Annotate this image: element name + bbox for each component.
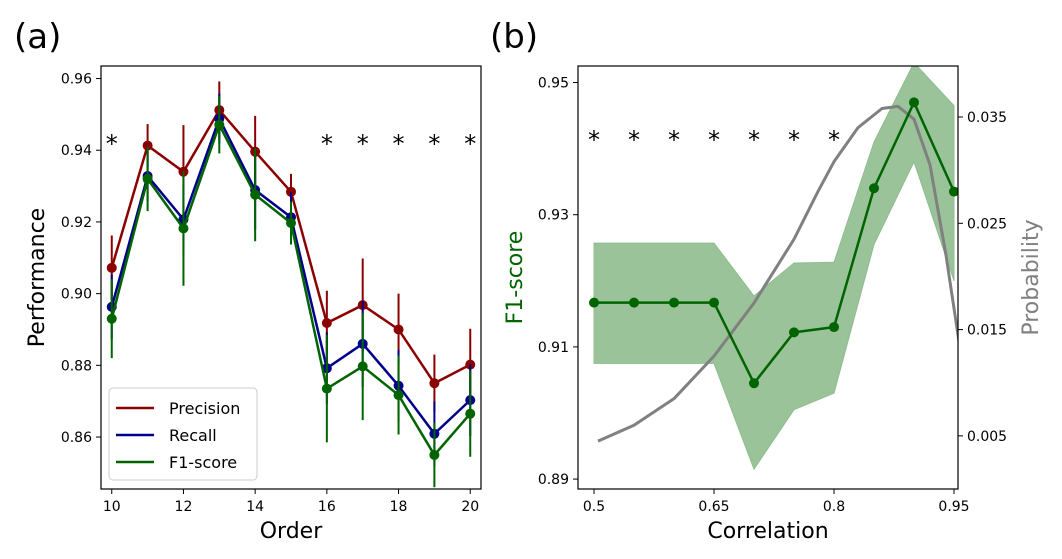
significance-star: * bbox=[708, 126, 720, 154]
legend-box bbox=[108, 387, 258, 481]
significance-star: * bbox=[464, 130, 476, 158]
data-point-precision bbox=[142, 140, 153, 151]
confidence-band-f1 bbox=[593, 66, 955, 471]
significance-star: * bbox=[321, 130, 333, 158]
data-point-f1-score bbox=[465, 408, 476, 419]
y-tick-label: 0.86 bbox=[61, 430, 92, 446]
series-line-probability bbox=[597, 104, 958, 443]
x-tick-label: 10 bbox=[103, 499, 121, 515]
y2-tick-label: 0.025 bbox=[967, 216, 1007, 232]
panel-a-label: (a) bbox=[14, 17, 61, 57]
significance-star: * bbox=[628, 126, 640, 154]
series-line-precision bbox=[110, 107, 471, 385]
data-point-f1-score bbox=[357, 361, 368, 372]
x-tick-label: 0.5 bbox=[583, 499, 605, 515]
significance-star: * bbox=[788, 126, 800, 154]
x-axis-label: Order bbox=[260, 519, 323, 544]
data-point-f1-score bbox=[749, 378, 759, 389]
y2-tick-label: 0.015 bbox=[967, 323, 1007, 339]
data-point-precision bbox=[393, 324, 404, 335]
plot-frame bbox=[100, 65, 482, 490]
panel-a-chart: * * * * * * 10 12 14 16 18 20 0.86 0.88 0.90 0.92 0.94 0.… bbox=[25, 65, 482, 544]
significance-star: * bbox=[748, 126, 760, 154]
x-tick-label: 12 bbox=[175, 499, 193, 515]
y-axis-label: F1-score bbox=[503, 231, 528, 325]
data-point-f1-score bbox=[829, 322, 839, 333]
data-point-f1-score bbox=[709, 297, 719, 308]
legend: Precision Recall F1-score bbox=[108, 387, 258, 481]
series-line-f1-score bbox=[594, 99, 956, 386]
y-tick-label: 0.92 bbox=[61, 215, 92, 231]
data-point-precision bbox=[429, 378, 440, 389]
legend-label-recall: Recall bbox=[169, 426, 217, 445]
data-point-f1-score bbox=[250, 189, 261, 200]
y2-tick-label: 0.005 bbox=[967, 429, 1007, 445]
data-point-f1-score bbox=[178, 223, 189, 234]
y-tick-label: 0.90 bbox=[61, 287, 92, 303]
data-point-precision bbox=[106, 262, 117, 273]
y-tick-label: 0.88 bbox=[61, 358, 92, 374]
x-tick-label: 18 bbox=[390, 499, 408, 515]
data-point-f1-score bbox=[789, 327, 799, 338]
data-point-f1-score bbox=[321, 383, 332, 394]
legend-label-f1-score: F1-score bbox=[169, 453, 237, 472]
plot-frame bbox=[577, 65, 959, 490]
y-tick-label: 0.95 bbox=[538, 76, 569, 92]
x-tick-label: 16 bbox=[318, 499, 336, 515]
data-point-f1-score bbox=[142, 173, 153, 184]
data-point-f1-score bbox=[286, 218, 296, 229]
x-tick-label: 0.95 bbox=[938, 499, 969, 515]
data-point-f1-score bbox=[393, 390, 404, 401]
data-point-f1-score bbox=[106, 313, 117, 324]
x-tick-label: 0.65 bbox=[698, 499, 729, 515]
data-point-f1-score bbox=[589, 297, 599, 308]
significance-star: * bbox=[106, 130, 118, 158]
x-axis-label: Correlation bbox=[707, 519, 828, 544]
significance-star: * bbox=[357, 130, 369, 158]
x-tick-label: 0.8 bbox=[823, 499, 845, 515]
y-tick-label: 0.89 bbox=[538, 472, 569, 488]
y2-tick-label: 0.035 bbox=[967, 110, 1007, 126]
panel-b-chart: * * * * * * * 0.5 0.65 0.8 0.95 0.89 0.91 0.93 0.95 0.0… bbox=[503, 65, 1044, 544]
significance-star: * bbox=[393, 130, 405, 158]
data-point-f1-score bbox=[669, 297, 679, 308]
data-point-f1-score bbox=[909, 97, 919, 108]
data-point-f1-score bbox=[214, 119, 225, 130]
y2-axis-label: Probability bbox=[1019, 219, 1044, 335]
significance-star: * bbox=[588, 126, 600, 154]
panel-b-label: (b) bbox=[490, 17, 538, 57]
data-point-f1-score bbox=[629, 297, 639, 308]
data-point-f1-score bbox=[949, 186, 958, 197]
legend-label-precision: Precision bbox=[169, 399, 240, 418]
data-point-f1-score bbox=[869, 183, 879, 194]
y-tick-label: 0.91 bbox=[538, 340, 569, 356]
significance-star: * bbox=[828, 126, 840, 154]
data-point-precision bbox=[286, 186, 296, 197]
y-axis-label: Performance bbox=[25, 208, 50, 347]
y-tick-label: 0.96 bbox=[61, 72, 92, 88]
plot-area bbox=[589, 66, 958, 471]
y-tick-label: 0.93 bbox=[538, 208, 569, 224]
x-tick-label: 20 bbox=[461, 499, 479, 515]
x-tick-label: 14 bbox=[246, 499, 264, 515]
significance-star: * bbox=[428, 130, 440, 158]
y-tick-label: 0.94 bbox=[61, 143, 92, 159]
series-line-recall bbox=[110, 115, 472, 436]
data-point-precision bbox=[321, 318, 332, 329]
data-point-f1-score bbox=[429, 449, 440, 460]
significance-star: * bbox=[668, 126, 680, 154]
